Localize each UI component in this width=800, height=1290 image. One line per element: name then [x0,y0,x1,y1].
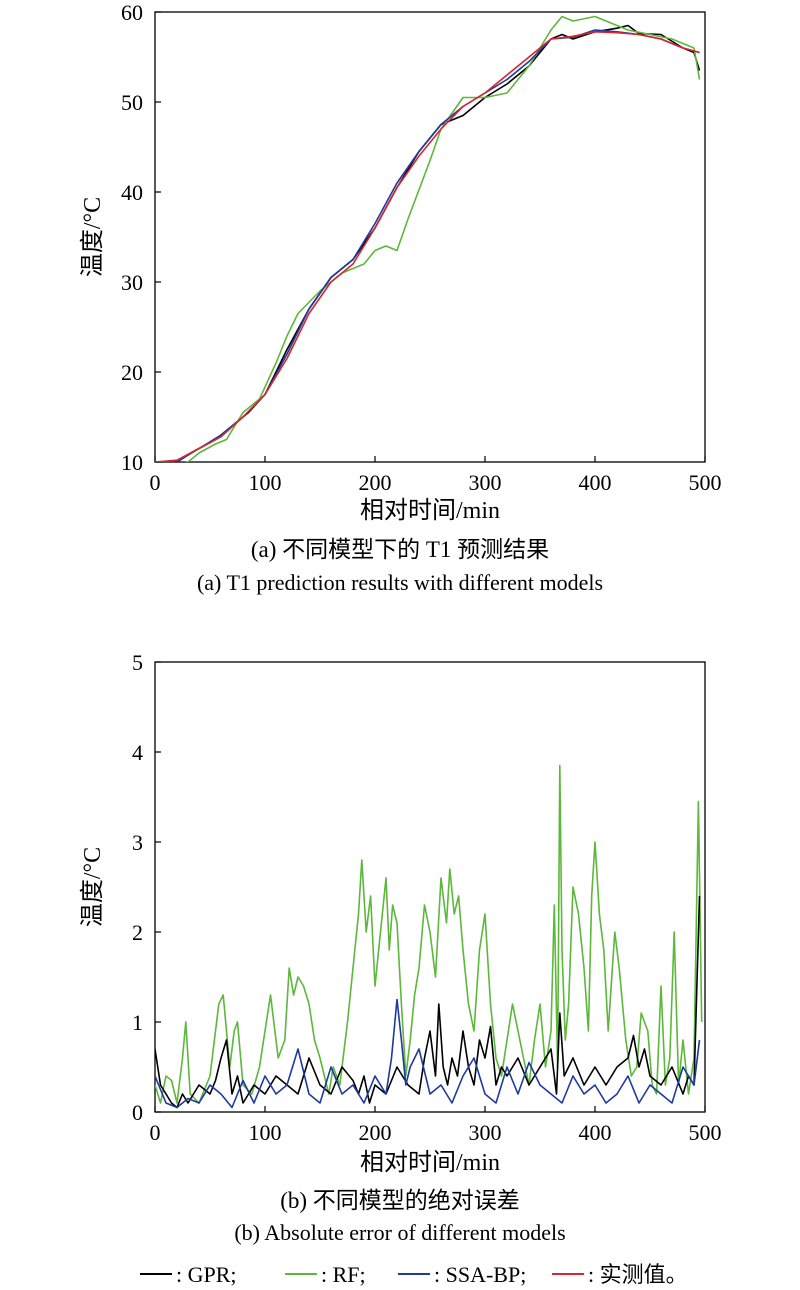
panel-a-series--line [155,30,700,462]
panel-b-y-tick-label: 5 [132,650,143,675]
panel-b-x-tick-label: 200 [359,1120,392,1145]
panel-a-y-axis-label: 温度/°C [79,197,106,277]
legend: : GPR; : RF; : SSA-BP; : 实测值。 [140,1262,688,1287]
panel-b-y-tick-label: 1 [132,1010,143,1035]
panel-b-y-tick-label: 2 [132,920,143,945]
panel-a-y-tick-label: 20 [121,360,143,385]
legend-label-gpr: : GPR; [176,1262,237,1287]
panel-a-series-rf-line [155,15,701,462]
panel-a-y-tick-label: 60 [121,0,143,25]
panel-a-series-ssa-bp-line [155,29,700,462]
panel-b-caption-en: (b) Absolute error of different models [234,1220,565,1245]
panel-b-y-tick-label: 4 [132,740,143,765]
panel-b-series-rf-line [155,764,703,1104]
panel-b-x-tick-label: 400 [579,1120,612,1145]
panel-a-x-tick-label: 200 [359,470,392,495]
panel-a-plot-frame [154,11,706,463]
panel-b-caption-cn: (b) 不同模型的绝对误差 [280,1188,520,1213]
panel-a-x-tick-label: 300 [469,470,502,495]
panel-b-y-tick-label: 0 [132,1100,143,1125]
panel-b-series-gpr-line [155,895,701,1109]
panel-a-series-gpr-line [155,24,701,462]
panel-a-x-tick-label: 100 [249,470,282,495]
panel-a-x-axis-label: 相对时间/min [360,497,500,524]
panel-a-x-tick-label: 400 [579,470,612,495]
panel-b-x-tick-label: 300 [469,1120,502,1145]
legend-label-rf: : RF; [321,1262,366,1287]
panel-b-y-tick-label: 3 [132,830,143,855]
panel-a-x-tick-label: 500 [689,470,722,495]
panel-b-x-tick-label: 100 [249,1120,282,1145]
panel-a-x-tick-label: 0 [150,470,161,495]
panel-a-caption-en: (a) T1 prediction results with different… [197,570,603,595]
panel-a-y-tick-label: 50 [121,90,143,115]
legend-label-ssa-bp: : SSA-BP; [434,1262,526,1287]
panel-b-x-tick-label: 500 [689,1120,722,1145]
panel-b-y-axis-label: 温度/°C [79,847,106,927]
panel-a-y-tick-label: 40 [121,180,143,205]
panel-b-plot-frame [154,661,706,1113]
legend-label-measured: : 实测值。 [588,1262,688,1287]
panel-a-caption-cn: (a) 不同模型下的 T1 预测结果 [251,537,549,562]
panel-a-y-tick-label: 10 [121,450,143,475]
panel-b-x-axis-label: 相对时间/min [360,1149,500,1176]
panel-b-x-tick-label: 0 [150,1120,161,1145]
panel-b-absolute-error: 0 100 200 300 400 500 0 1 2 3 4 5 相对时间/min 温度/°C (b… [79,650,722,1245]
panel-a-temperature-prediction: 0 100 200 300 400 500 10 20 30 40 50 60 相对时间/min 温度… [79,0,722,595]
panel-b-series-ssa-bp-line [155,998,701,1109]
panel-a-y-tick-label: 30 [121,270,143,295]
